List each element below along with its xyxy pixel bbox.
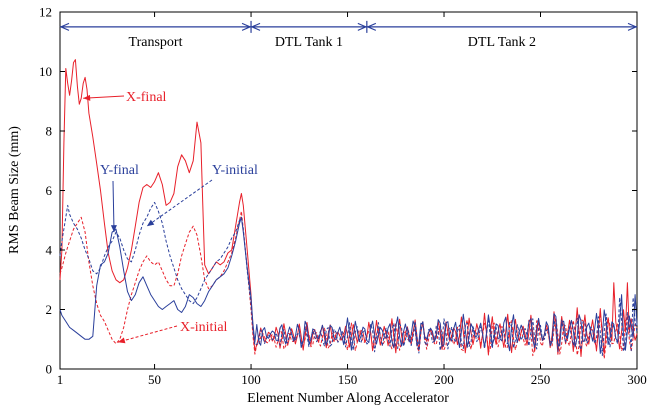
plot-frame: [59, 11, 638, 370]
y-tick-label: 10: [39, 64, 52, 79]
y-tick-label: 8: [46, 124, 53, 139]
region-arrowhead-left: [250, 22, 261, 31]
annotation-label: X-initial: [180, 320, 228, 335]
annotation-label: X-final: [126, 90, 167, 105]
region-label: Transport: [129, 35, 183, 50]
x-tick-label: 300: [627, 372, 647, 387]
series-line-y-final: [59, 216, 638, 354]
region-markers: Transport DTL Tank 1 DTL Tank 2: [59, 20, 638, 50]
region-arrowhead-left: [59, 22, 70, 31]
x-tick-label: 250: [531, 372, 551, 387]
annotations: X-final X-initial Y-final Y-initial: [83, 90, 258, 344]
plot-area: Transport DTL Tank 1 DTL Tank 2 X-final X-i…: [39, 5, 647, 388]
x-axis-label: Element Number Along Accelerator: [247, 391, 449, 406]
annotation-arrowhead: [146, 219, 155, 227]
y-tick-label: 0: [46, 362, 53, 377]
region-arrowhead-right: [627, 22, 638, 31]
x-tick-label: 150: [338, 372, 358, 387]
annotation-arrow: [112, 180, 115, 233]
series-line-y-initial: [59, 201, 638, 356]
region-label: DTL Tank 1: [275, 35, 343, 50]
annotation-arrowhead: [110, 225, 117, 233]
y-axis-label: RMS Beam Size (mm): [7, 126, 22, 254]
annotation-arrow: [117, 325, 178, 343]
annotation-label: Y-final: [100, 163, 139, 178]
region-arrowhead-left: [366, 22, 377, 31]
y-tick-label: 6: [46, 183, 53, 198]
annotation-label: Y-initial: [212, 163, 258, 178]
y-tick-label: 2: [46, 302, 53, 317]
x-tick-label: 200: [434, 372, 454, 387]
x-tick-label: 1: [57, 372, 64, 387]
region-label: DTL Tank 2: [468, 35, 536, 50]
y-tick-label: 4: [46, 243, 53, 258]
annotation-arrow: [146, 179, 213, 227]
y-tick-label: 12: [39, 5, 52, 20]
series-layer: [59, 59, 638, 360]
region-arrowhead-right: [357, 22, 368, 31]
annotation-arrowhead: [117, 337, 126, 344]
x-tick-label: 50: [148, 372, 161, 387]
x-tick-label: 100: [241, 372, 261, 387]
annotation-arrowhead: [83, 94, 91, 101]
region-arrowhead-right: [241, 22, 252, 31]
